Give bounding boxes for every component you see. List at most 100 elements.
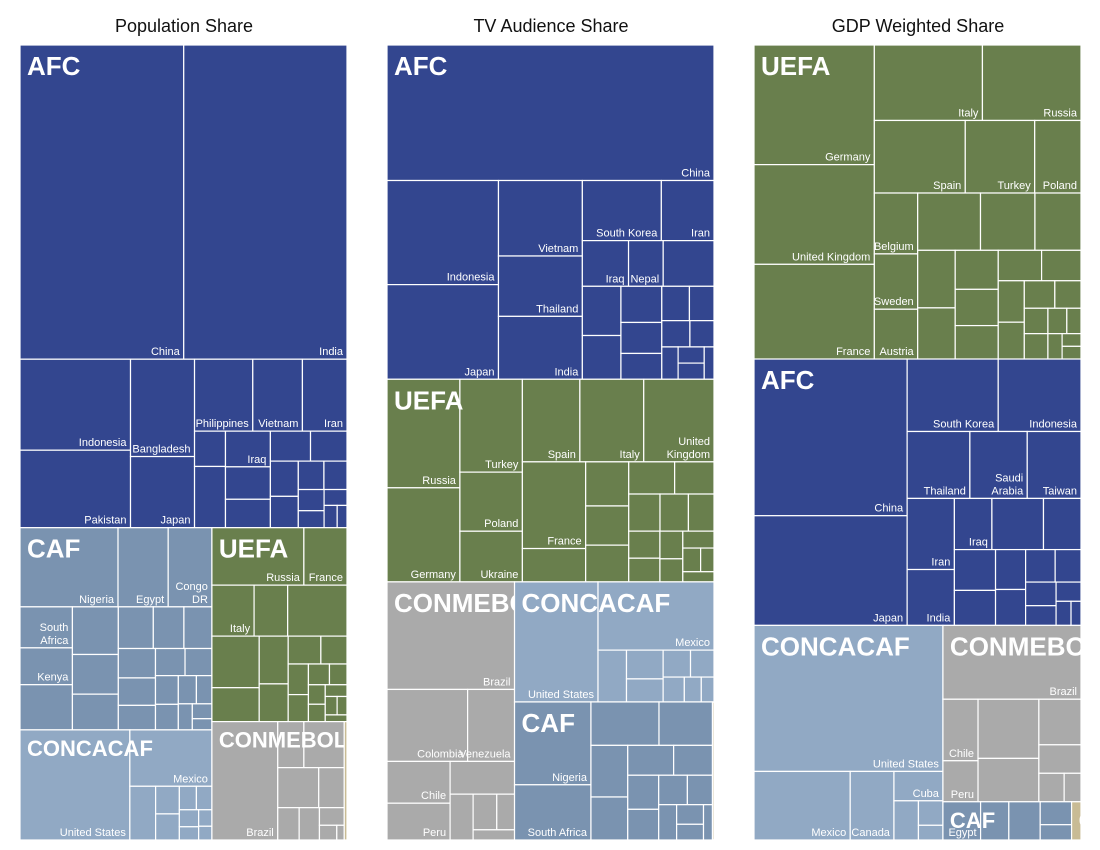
- country-label: Bangladesh: [132, 444, 190, 456]
- tile: [682, 547, 702, 573]
- country-label: Indonesia: [1029, 418, 1078, 430]
- tile: [581, 334, 622, 380]
- tile: [178, 826, 200, 841]
- country-label: France: [547, 536, 581, 548]
- tile-france: [303, 527, 348, 586]
- country-label: India: [554, 366, 579, 378]
- tile: [318, 824, 338, 841]
- tile-poland: [459, 471, 523, 532]
- country-label: Congo: [175, 581, 207, 593]
- tile: [178, 809, 200, 828]
- tile: [1025, 605, 1057, 626]
- tile: [590, 744, 629, 798]
- tile: [269, 495, 299, 529]
- country-label: Egypt: [948, 827, 976, 839]
- tile: [195, 785, 213, 811]
- country-label: Iran: [931, 557, 950, 569]
- tile: [893, 800, 920, 841]
- group-concacaf: United States Mexico Canada Cuba CONCACAF: [753, 624, 944, 841]
- tile: [627, 774, 660, 810]
- tile: [1055, 600, 1072, 626]
- conf-label-caf: CAF: [522, 708, 575, 738]
- panel-title-2: GDP Weighted Share: [831, 16, 1005, 36]
- tile: [700, 547, 715, 573]
- tile: [628, 557, 661, 583]
- panel-title-0: Population Share: [114, 16, 254, 36]
- tile-united-states: [753, 624, 944, 773]
- tile-united-states: [19, 729, 131, 841]
- country-label: Germany: [825, 152, 871, 164]
- tile: [1061, 345, 1082, 360]
- tile: [997, 280, 1025, 323]
- tile: [585, 461, 630, 507]
- tile-germany: [386, 487, 461, 583]
- country-label: Africa: [40, 635, 69, 647]
- tile: [677, 362, 705, 380]
- tile-japan: [753, 515, 908, 626]
- country-label: Brazil: [483, 676, 511, 688]
- tile: [303, 720, 345, 769]
- tile: [917, 249, 956, 309]
- country-label: Vietnam: [258, 418, 298, 430]
- tile: [324, 714, 348, 723]
- country-label: Brazil: [246, 827, 274, 839]
- tile: [1061, 333, 1082, 347]
- tile: [152, 606, 185, 650]
- tile: [683, 676, 702, 703]
- tile: [628, 461, 676, 495]
- tile: [673, 744, 714, 776]
- tile: [977, 757, 1040, 803]
- tile: [1039, 801, 1073, 826]
- country-label: United States: [60, 827, 127, 839]
- tile: [628, 530, 661, 559]
- country-label: Cuba: [913, 788, 940, 800]
- tile-spain: [873, 119, 966, 194]
- country-label: South Korea: [933, 418, 995, 430]
- tile: [658, 804, 678, 841]
- tile: [590, 701, 660, 746]
- group-ofc: OFC: [1070, 801, 1100, 841]
- country-label: Egypt: [136, 594, 164, 606]
- tile: [1047, 333, 1063, 360]
- group-conmebol: Brazil CONMEBOL: [211, 720, 347, 841]
- conf-label-caf: CAF: [27, 534, 80, 564]
- tile: [287, 663, 310, 696]
- tile: [682, 530, 715, 549]
- country-label: Vietnam: [538, 243, 578, 255]
- group-uefa: Russia France Italy UEFA: [211, 527, 348, 723]
- country-label: India: [927, 612, 952, 624]
- tile: [590, 796, 629, 841]
- tile-france: [521, 461, 587, 550]
- country-label: Brazil: [1049, 686, 1077, 698]
- tile: [954, 324, 999, 360]
- country-label: Japan: [873, 612, 903, 624]
- tile-indonesia: [386, 179, 500, 286]
- group-conmebol: Brazil Chile Peru CONMEBOL: [942, 624, 1100, 803]
- group-afc: China Indonesia Japan Vietnam Thailand India S…: [386, 44, 715, 380]
- country-label: India: [319, 346, 344, 358]
- country-label: Kingdom: [667, 449, 710, 461]
- tile-united-states: [513, 581, 599, 703]
- tile: [997, 249, 1043, 282]
- tile-spain: [253, 584, 289, 637]
- tile: [297, 510, 325, 529]
- country-label: South Africa: [528, 827, 588, 839]
- tile: [71, 606, 119, 656]
- country-label: Indonesia: [79, 437, 128, 449]
- country-label: Belgium: [874, 241, 914, 253]
- tile: [625, 678, 664, 703]
- tile-mexico: [597, 581, 715, 651]
- tile: [324, 684, 348, 698]
- country-label: Taiwan: [1043, 485, 1077, 497]
- tile: [620, 285, 663, 324]
- country-label: Colombia: [417, 748, 464, 760]
- tile: [662, 676, 685, 703]
- country-label: Russia: [422, 475, 457, 487]
- group-afc: China India Indonesia Pakistan Bangladesh Jap…: [19, 44, 348, 529]
- tile: [117, 677, 157, 706]
- tile: [323, 460, 348, 491]
- country-label: Japan: [464, 366, 494, 378]
- tile-united-kingdom: [753, 164, 875, 265]
